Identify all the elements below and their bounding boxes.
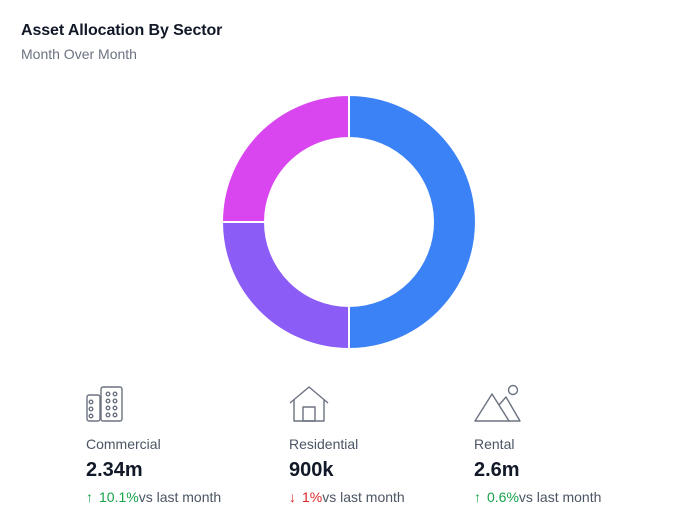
arrow-down-icon: ↓ <box>289 489 296 505</box>
donut-slice-2 <box>220 221 350 351</box>
stat-label: Commercial <box>86 436 161 452</box>
arrow-up-icon: ↑ <box>86 489 93 505</box>
mountain-sun-icon <box>474 384 521 422</box>
stat-value: 900k <box>289 459 334 481</box>
stat-commercial: Commercial 2.34m ↑ 10.1%vs last month <box>86 384 266 505</box>
donut-slice-1 <box>348 93 477 351</box>
buildings-icon <box>86 386 123 422</box>
house-icon <box>289 386 329 422</box>
stat-label: Residential <box>289 436 359 452</box>
page-title: Asset Allocation By Sector <box>21 22 223 39</box>
change-suffix: vs last month <box>322 489 405 505</box>
donut-slice-3 <box>220 93 350 223</box>
stat-rental: Rental 2.6m ↑ 0.6%vs last month <box>474 384 654 505</box>
page-subtitle: Month Over Month <box>21 46 137 62</box>
stat-residential: Residential 900k ↓ 1%vs last month <box>289 384 469 505</box>
arrow-up-icon: ↑ <box>474 489 481 505</box>
stat-change: ↑ 0.6%vs last month <box>474 489 654 505</box>
stat-change: ↑ 10.1%vs last month <box>86 489 266 505</box>
change-suffix: vs last month <box>518 489 602 505</box>
change-suffix: vs last month <box>138 489 222 505</box>
change-value: 10.1% <box>99 489 139 505</box>
stat-value: 2.34m <box>86 459 143 481</box>
stat-label: Rental <box>474 436 515 452</box>
stat-change: ↓ 1%vs last month <box>289 489 469 505</box>
change-value: 0.6% <box>487 489 519 505</box>
stat-value: 2.6m <box>474 459 520 481</box>
change-value: 1% <box>302 489 323 505</box>
